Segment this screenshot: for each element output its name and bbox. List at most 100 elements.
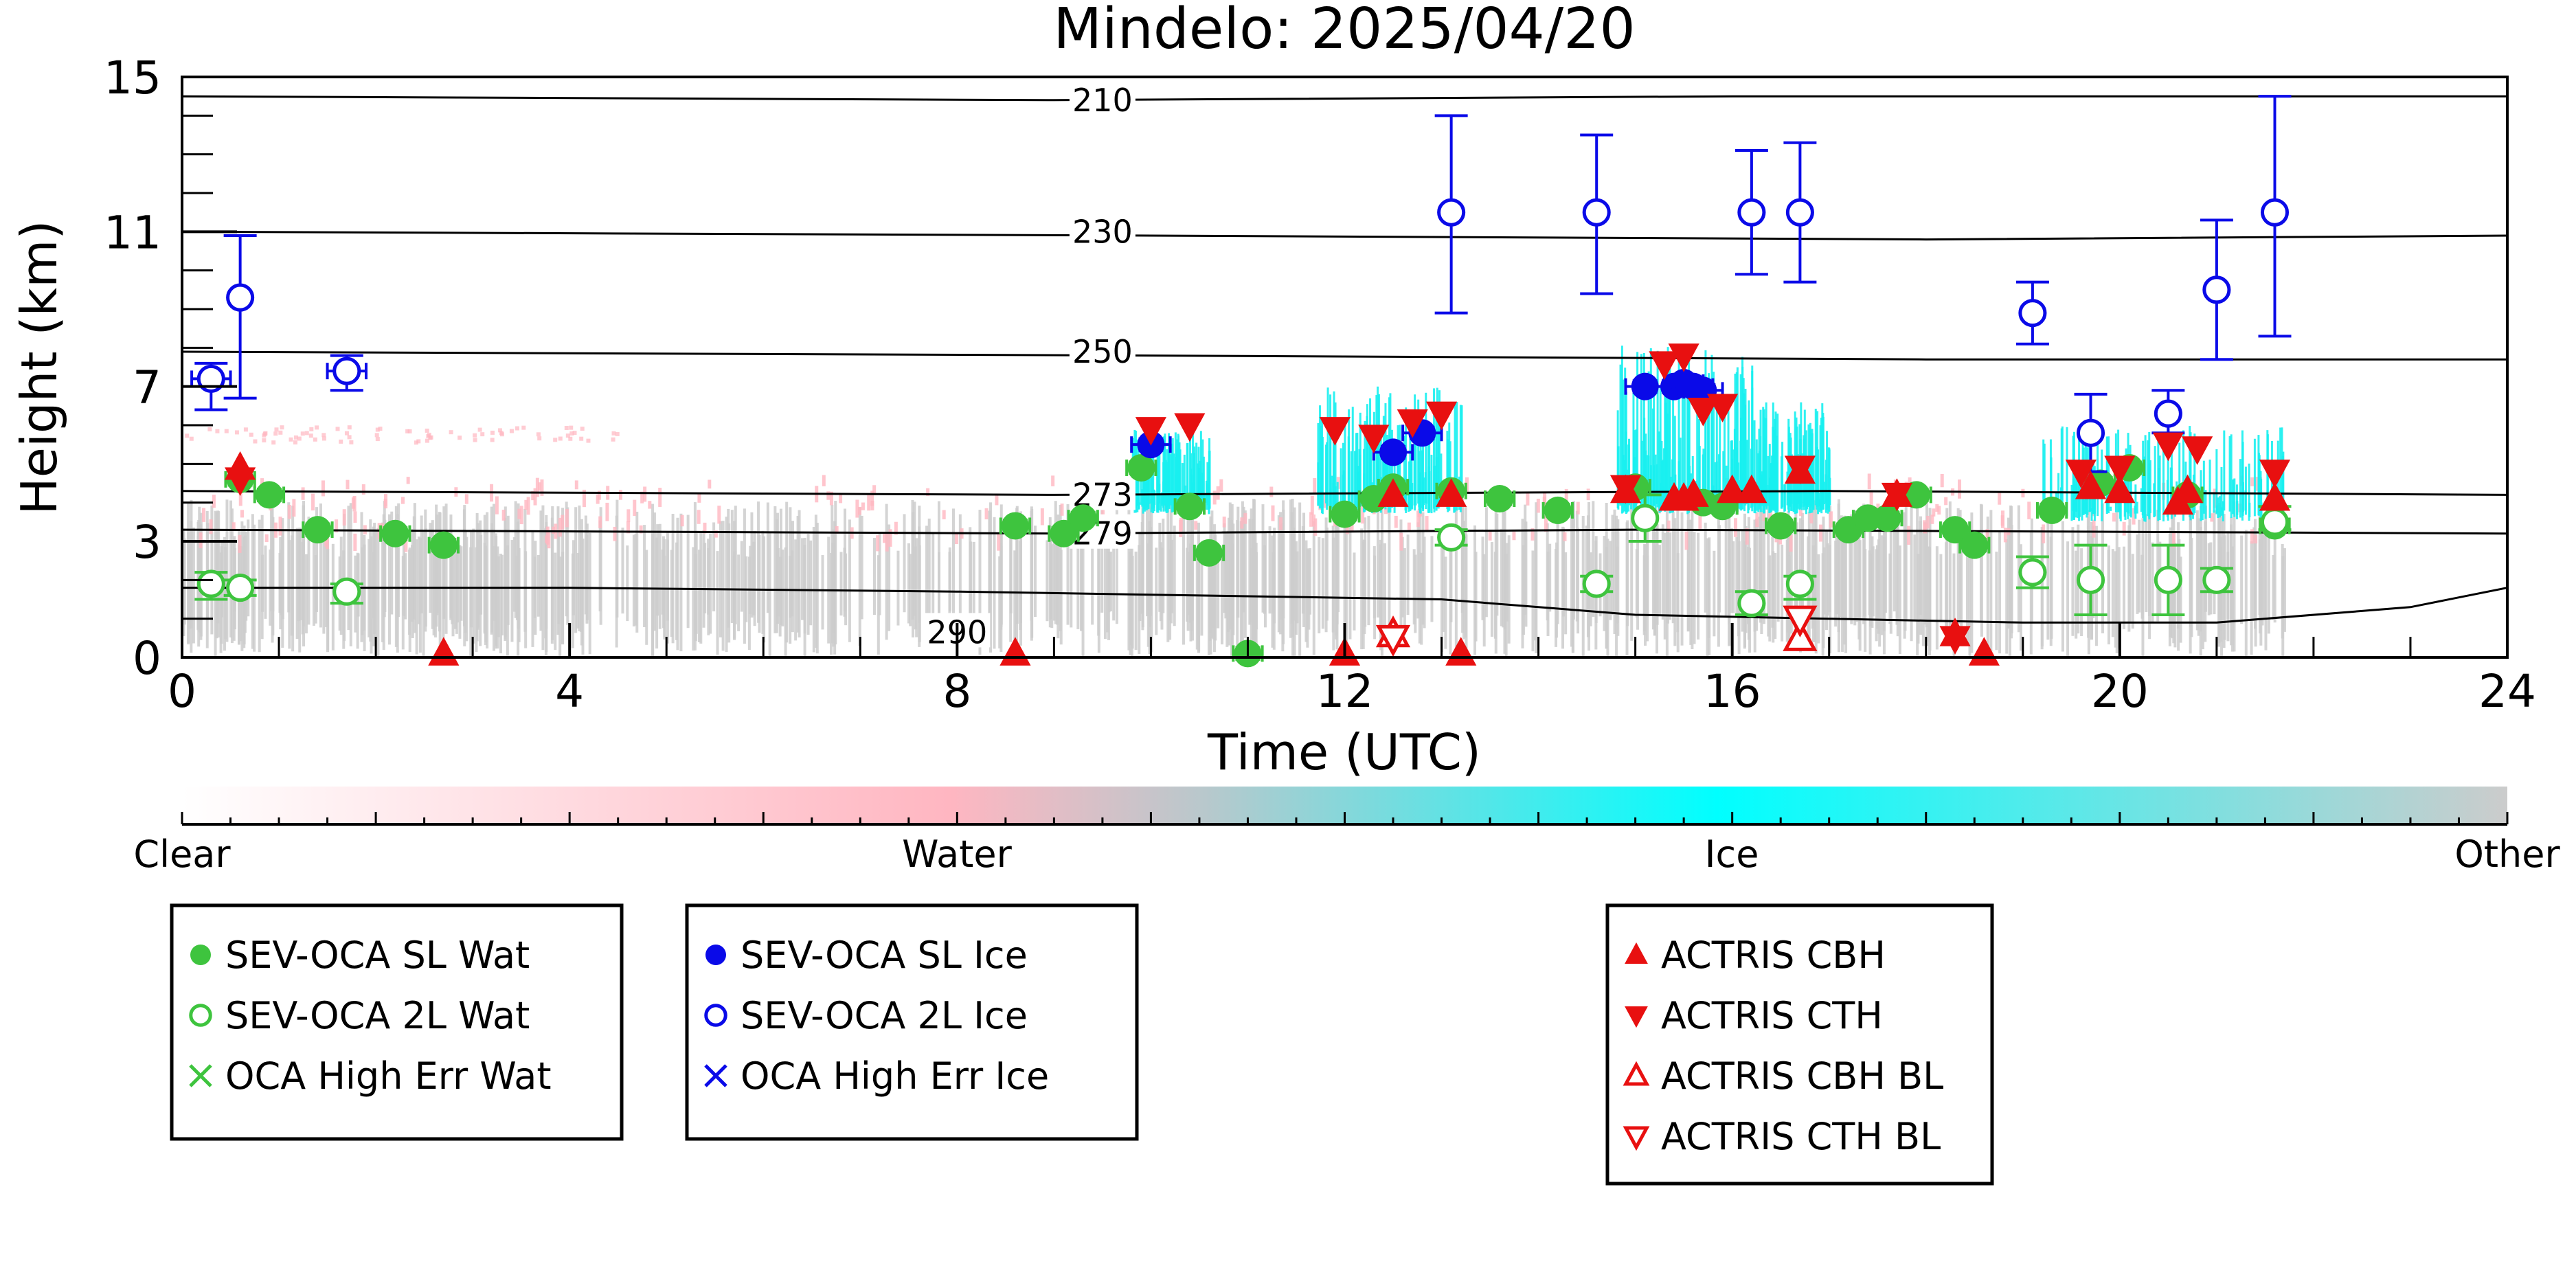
mask-other-column [1150,506,1153,653]
mask-ice-column [1781,442,1784,508]
mask-water-streak [344,431,349,436]
mask-ice-column [1353,451,1356,506]
legend-marker [189,1004,212,1027]
mask-other-column [1913,534,1917,621]
mask-other-column [1070,528,1073,628]
mask-water-streak [1536,498,1540,513]
mask-other-column [1814,500,1817,642]
mask-other-column [1671,512,1675,624]
mask-ice-column [1775,436,1778,506]
mask-other-column [1273,528,1276,624]
contour-label-bg [1069,80,1136,115]
mask-ice-column [2222,501,2224,521]
mask-ice-column [1329,488,1332,506]
data-point [226,283,255,312]
data-point [1785,198,1814,227]
mask-ice-column [1334,402,1337,515]
mask-water-streak [325,531,329,550]
mask-ice-column [1660,440,1663,504]
mask-other-column [1112,526,1116,621]
mask-water-streak [1789,535,1793,552]
mask-ice-column [2042,439,2045,517]
contour-label-bg [1069,475,1136,510]
mask-other-column [1454,505,1458,648]
mask-water-streak [1908,477,1912,488]
mask-other-column [1741,530,1744,632]
mask-other-column [1697,532,1700,640]
mask-water-streak [262,438,267,443]
mask-ice-column [1357,471,1359,506]
mask-other-column [1956,508,1960,624]
mask-other-column [1015,506,1019,624]
contour-label-250: 250 [1072,333,1133,370]
mask-other-column [621,528,624,614]
mask-water-streak [643,486,647,502]
contour-line-210 [182,95,2507,102]
mask-water-streak [273,431,278,436]
mask-water-streak [717,506,721,524]
mask-ice-column [1404,485,1407,511]
mask-other-column [988,502,992,653]
mask-water-streak [1407,522,1411,532]
mask-water-streak [1923,520,1927,534]
mask-other-column [1223,523,1226,613]
data-point [1961,531,1989,559]
mask-ice-column [1677,347,1680,511]
mask-other-column [1556,510,1559,624]
mask-other-column [539,510,543,631]
mask-ice-column [2258,455,2261,514]
data-point [1127,453,1155,482]
mask-water-streak [1698,513,1702,531]
mask-ice-column [1822,412,1824,506]
mask-other-column [832,529,835,647]
mask-ice-column [1359,455,1362,504]
data-point [225,467,256,496]
mask-other-column [298,528,302,653]
mask-ice-column [1658,431,1661,510]
mask-water-streak [1563,532,1567,541]
mask-ice-column [1336,482,1339,513]
mask-water-streak [473,438,477,442]
mask-other-column [686,515,690,629]
mask-ice-column [1454,402,1456,512]
y-tick-label: 11 [104,206,161,259]
mask-water-streak [352,496,357,512]
mask-other-column [1109,551,1113,612]
mask-other-column [2264,518,2268,651]
data-point [1425,401,1458,431]
mask-other-column [1507,535,1511,644]
mask-other-column [1482,554,1486,647]
legend-frame [1605,903,1994,1186]
mask-other-column [1217,543,1220,629]
mask-water-streak [1051,475,1055,486]
mask-water-streak [615,431,620,436]
mask-other-column [431,520,434,629]
mask-other-column [1653,531,1656,635]
mask-other-column [635,511,639,633]
mask-ice-column [1741,366,1744,504]
mask-other-column [1841,525,1844,652]
mask-water-streak [375,437,380,442]
mask-water-streak [572,431,577,436]
mask-ice-column [1645,433,1647,508]
data-point [1135,417,1167,446]
mask-other-column [1502,512,1505,628]
mask-water-streak [1958,479,1962,499]
mask-other-column [958,514,962,637]
mask-other-column [750,512,754,618]
mask-other-column [1383,543,1386,643]
mask-water-streak [416,439,421,444]
mask-ice-column [1679,438,1682,506]
mask-ice-column [2092,486,2094,515]
mask-other-column [2145,514,2148,612]
mask-water-streak [321,436,326,441]
mask-ice-column [1662,486,1664,510]
mask-water-streak [565,433,570,438]
mask-water-streak [569,431,574,436]
data-point [1854,504,1882,532]
mask-ice-column [2223,430,2226,511]
mask-other-column [476,523,479,630]
data-point [381,519,409,547]
mask-ice-column [2158,468,2160,512]
mask-water-streak [1040,508,1044,526]
